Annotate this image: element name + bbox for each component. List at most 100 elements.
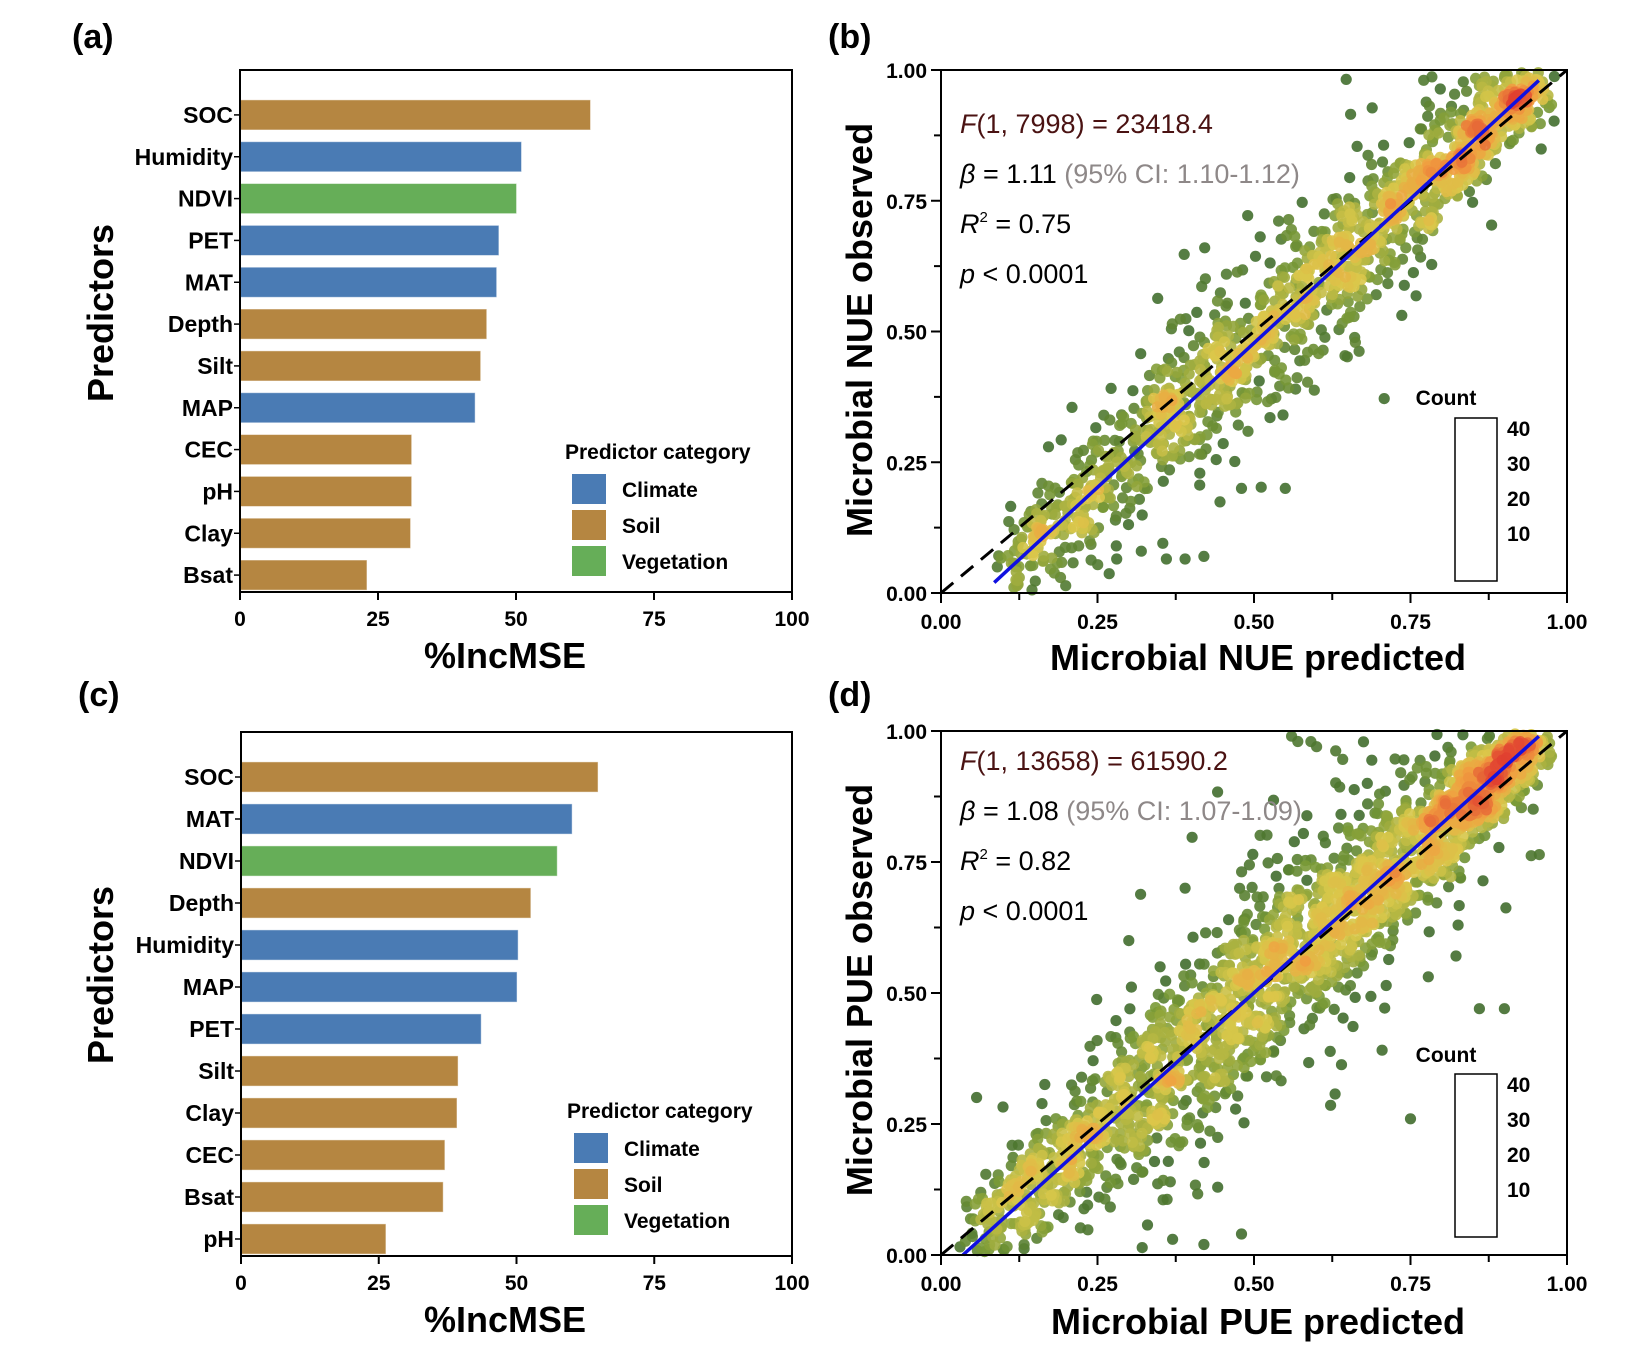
- reference-lines-d: [940, 729, 1568, 1257]
- data-point: [1330, 745, 1342, 757]
- data-point: [1117, 1107, 1129, 1120]
- data-point: [1185, 1023, 1197, 1035]
- data-point: [960, 1195, 972, 1207]
- data-point: [1184, 382, 1197, 394]
- data-point: [1239, 890, 1251, 902]
- data-point: [1125, 981, 1137, 993]
- data-point: [1299, 955, 1311, 967]
- data-point: [1326, 288, 1339, 301]
- data-point: [1091, 993, 1103, 1006]
- data-point: [1313, 348, 1325, 360]
- data-point: [1344, 172, 1356, 184]
- data-point: [1349, 336, 1361, 348]
- category-label: Humidity: [135, 144, 234, 170]
- data-point: [1097, 501, 1109, 513]
- data-point: [1349, 991, 1361, 1004]
- data-point: [1376, 885, 1388, 897]
- data-point: [1376, 156, 1389, 168]
- regression-line: [993, 79, 1541, 584]
- data-point: [1416, 233, 1429, 245]
- data-point: [1325, 250, 1337, 262]
- data-point: [1361, 777, 1373, 790]
- data-point: [1274, 289, 1287, 302]
- bar-pet: [240, 1013, 482, 1045]
- data-point: [1284, 1017, 1296, 1029]
- data-point: [1339, 350, 1351, 362]
- data-point: [1116, 1046, 1128, 1058]
- data-point: [1219, 1076, 1231, 1088]
- data-point: [1168, 442, 1180, 454]
- data-point: [1410, 876, 1422, 888]
- data-point: [1005, 500, 1017, 512]
- category-label: MAP: [182, 395, 233, 421]
- bar-silt: [239, 350, 482, 382]
- data-point: [1335, 808, 1347, 821]
- data-point: [1461, 85, 1473, 97]
- data-point: [1291, 257, 1303, 269]
- data-point: [1147, 1033, 1159, 1045]
- data-point: [1154, 1009, 1166, 1021]
- data-point: [1216, 995, 1228, 1007]
- data-point: [1445, 746, 1457, 758]
- p-value: < 0.0001: [975, 896, 1088, 926]
- category-label: Clay: [184, 520, 233, 546]
- x-axis-title-c: %IncMSE: [424, 1299, 586, 1340]
- data-point: [1254, 1039, 1266, 1051]
- data-point: [1181, 1119, 1193, 1131]
- data-point: [1060, 580, 1072, 592]
- data-point: [1235, 1228, 1248, 1240]
- data-point: [1410, 907, 1422, 919]
- category-label: SOC: [183, 102, 233, 128]
- bar-humidity: [239, 141, 523, 173]
- data-point: [1351, 967, 1363, 979]
- data-point: [1449, 88, 1461, 100]
- data-point: [1120, 507, 1132, 519]
- data-point: [1353, 809, 1365, 822]
- colorbar-tick-label: 10: [1507, 523, 1530, 546]
- data-point: [1376, 839, 1388, 851]
- category-label: NDVI: [178, 186, 233, 212]
- data-point: [1223, 914, 1235, 926]
- data-point: [1354, 301, 1366, 313]
- data-point: [1136, 1127, 1148, 1139]
- legend-c: Predictor category Climate Soil Vegetation: [567, 1100, 753, 1235]
- data-point: [1110, 1015, 1122, 1027]
- bar-clay: [240, 1097, 458, 1129]
- data-point: [1303, 1057, 1315, 1069]
- data-point: [1122, 519, 1135, 531]
- data-point: [1347, 1020, 1359, 1033]
- data-point: [1160, 975, 1172, 987]
- data-point: [1191, 1119, 1203, 1131]
- data-point: [1271, 852, 1283, 865]
- bar-mat: [240, 803, 573, 835]
- data-point: [1418, 74, 1430, 86]
- data-point: [1272, 280, 1284, 292]
- bar-clay: [239, 517, 412, 549]
- colorbar-tick-label: 20: [1507, 488, 1530, 511]
- bar-pet: [239, 224, 500, 256]
- data-point: [1237, 326, 1249, 339]
- data-point: [1376, 1044, 1388, 1056]
- data-point: [1351, 845, 1363, 857]
- data-point: [1010, 566, 1022, 578]
- data-point: [1348, 784, 1360, 796]
- x-tick-label: 0: [235, 1272, 247, 1295]
- data-point: [1073, 540, 1085, 552]
- data-point: [1355, 830, 1367, 842]
- p-statistic-d: p < 0.0001: [959, 896, 1088, 926]
- data-point: [1238, 1117, 1250, 1129]
- data-point: [1329, 1088, 1341, 1100]
- legend-swatch-vegetation: [572, 546, 606, 576]
- data-point: [1439, 798, 1452, 810]
- data-point: [1292, 735, 1304, 748]
- data-point: [1381, 810, 1393, 822]
- data-point: [1426, 258, 1438, 271]
- data-point: [1453, 900, 1465, 912]
- data-point: [1278, 271, 1290, 283]
- data-point: [1087, 1055, 1099, 1067]
- legend-swatch-soil: [572, 510, 606, 540]
- data-point: [1177, 1098, 1189, 1111]
- data-point: [1351, 140, 1363, 152]
- data-point: [1507, 134, 1519, 146]
- data-point: [1111, 553, 1123, 565]
